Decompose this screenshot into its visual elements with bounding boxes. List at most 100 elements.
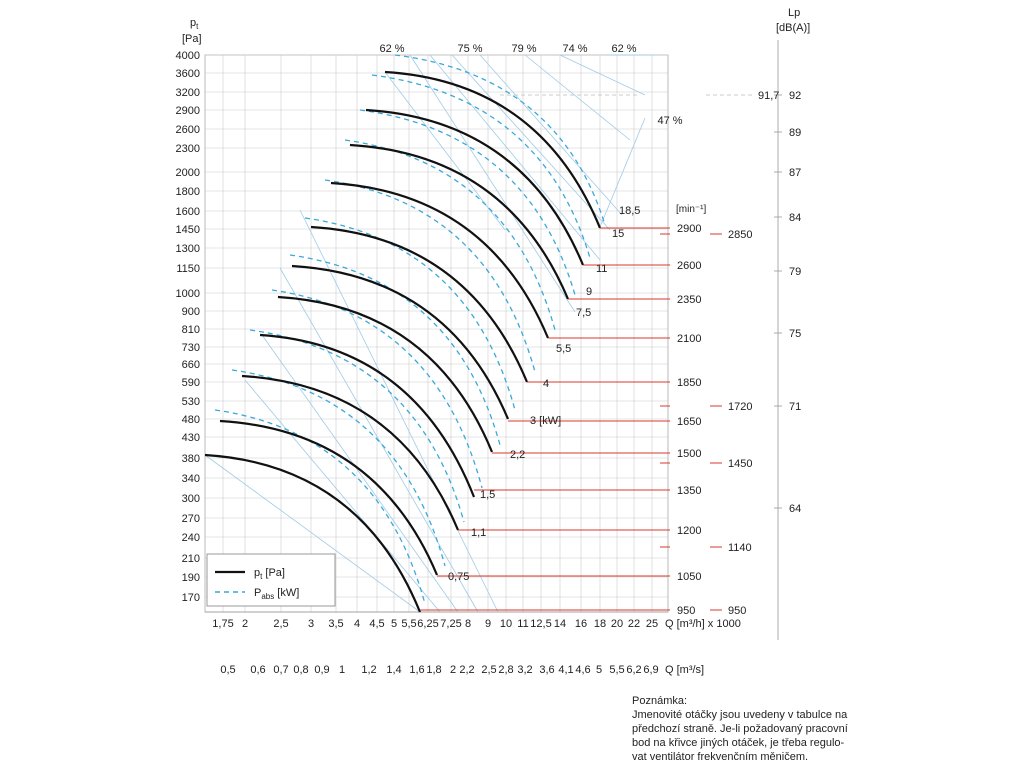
y-tick-label: 480 <box>182 414 200 426</box>
y-tick-label: 2600 <box>176 124 200 136</box>
power-label: 4 <box>543 378 549 390</box>
x-tick-label-flow-s: 1,2 <box>361 664 376 676</box>
lp-tick-label: 84 <box>789 212 801 224</box>
power-curve <box>231 369 446 567</box>
x-tick-label-flow: 2 <box>242 618 248 630</box>
y-tick-label: 300 <box>182 493 200 505</box>
x-tick-label-flow-s: 2,5 <box>481 664 496 676</box>
note-line: Jmenovité otáčky jsou uvedeny v tabulce … <box>632 709 848 721</box>
x-tick-label-flow-s: 1,6 <box>409 664 424 676</box>
power-label: 0,75 <box>448 571 469 583</box>
efficiency-line <box>261 334 459 613</box>
efficiency-line <box>204 454 421 613</box>
efficiency-label: 47 % <box>657 115 682 127</box>
pressure-curve <box>310 225 529 383</box>
efficiency-line <box>524 54 631 141</box>
x-tick-label-flow: 1,75 <box>212 618 233 630</box>
svg-text:[dB(A)]: [dB(A)] <box>776 22 810 34</box>
legend: pt [Pa] Pabs [kW] <box>206 553 336 607</box>
lp-tick-label: 92 <box>789 90 801 102</box>
efficiency-line <box>479 54 623 216</box>
speed-label-other: 1720 <box>728 401 752 413</box>
efficiency-label: 74 % <box>562 43 587 55</box>
y-tick-label: 660 <box>182 359 200 371</box>
x-axis-label-flow-s: Q [m³/s] <box>665 664 704 676</box>
power-curve <box>371 74 591 259</box>
x-tick-label-flow-s: 0,9 <box>314 664 329 676</box>
x-tick-label-flow-s: 1 <box>339 664 345 676</box>
efficiency-line <box>451 54 611 231</box>
x-tick-label-flow: 8 <box>465 618 471 630</box>
y-tick-label: 3200 <box>176 87 200 99</box>
speed-label: 950 <box>677 605 695 617</box>
x-tick-label-flow: 10 <box>500 618 512 630</box>
x-tick-label-flow: 6,25 <box>417 618 438 630</box>
pressure-curve <box>204 453 422 613</box>
x-tick-label-flow: 3,5 <box>328 618 343 630</box>
y-tick-label: 1150 <box>176 263 200 275</box>
efficiency-line <box>409 54 576 313</box>
power-label: 11 <box>596 263 607 275</box>
speed-label: 1200 <box>677 525 701 537</box>
efficiency-line <box>299 209 499 613</box>
x-tick-label-flow: 18 <box>594 618 606 630</box>
x-tick-label-flow-s: 5 <box>596 664 602 676</box>
x-axis-label-flow: Q [m³/h] x 1000 <box>665 618 741 630</box>
lp-tick-label: 89 <box>789 127 801 139</box>
pressure-curve <box>330 181 550 339</box>
power-label: 9 <box>586 286 592 298</box>
y-tick-label: 270 <box>182 513 200 525</box>
x-tick-label-flow: 20 <box>611 618 623 630</box>
legend-pabs-label: Pabs [kW] <box>254 587 299 601</box>
efficiency-line <box>559 54 646 96</box>
svg-text:Lp: Lp <box>788 7 800 19</box>
x-tick-label-flow: 5,5 <box>401 618 416 630</box>
speed-label: 1850 <box>677 377 701 389</box>
power-label: 18,5 <box>619 205 640 217</box>
efficiency-label: 79 % <box>511 43 536 55</box>
speed-label: 1650 <box>677 416 701 428</box>
efficiency-line <box>429 54 601 261</box>
x-tick-label-flow-s: 0,6 <box>250 664 265 676</box>
efficiency-label: 62 % <box>379 43 404 55</box>
y-tick-label: 1800 <box>176 186 200 198</box>
speed-label-other: 950 <box>728 605 746 617</box>
power-label: 1,5 <box>480 489 495 501</box>
x-tick-label-flow: 14 <box>554 618 566 630</box>
y-tick-label: 380 <box>182 453 200 465</box>
power-curves <box>214 54 606 605</box>
speed-label: 1500 <box>677 448 701 460</box>
efficiency-label: 75 % <box>457 43 482 55</box>
speed-lines <box>420 227 722 611</box>
power-curve <box>249 329 465 523</box>
lp-axis-title: Lp [dB(A)] <box>776 7 810 34</box>
legend-pt-label: pt [Pa] <box>254 567 285 581</box>
speed-label-other: 1140 <box>728 542 752 554</box>
lp-marker-label: 91,7 <box>758 90 779 102</box>
pressure-curve <box>365 108 585 266</box>
lp-tick-label: 64 <box>789 503 801 515</box>
speed-label: 2900 <box>677 223 701 235</box>
x-tick-label-flow: 12,5 <box>530 618 551 630</box>
x-tick-label-flow: 11 <box>517 618 528 630</box>
y-tick-label: 1000 <box>176 288 200 300</box>
y-tick-label: 430 <box>182 432 200 444</box>
y-tick-label: 170 <box>182 592 200 604</box>
x-tick-label-flow-s: 4,6 <box>575 664 590 676</box>
pressure-curve <box>291 264 510 420</box>
y-tick-label: 810 <box>182 324 200 336</box>
x-tick-label-flow-s: 3,6 <box>539 664 554 676</box>
speed-label-other: 1450 <box>728 458 752 470</box>
diagonal-lines <box>204 54 655 613</box>
y-tick-label: 4000 <box>176 50 200 62</box>
x-tick-label-flow-s: 2 <box>450 664 456 676</box>
y-tick-label: 2900 <box>176 105 200 117</box>
svg-text:[Pa]: [Pa] <box>182 33 202 45</box>
power-curve <box>394 54 606 226</box>
x-tick-label-flow-s: 5,5 <box>609 664 624 676</box>
lp-tick-label: 71 <box>789 401 801 413</box>
y-tick-label: 1600 <box>176 206 200 218</box>
svg-text:pt: pt <box>190 17 199 31</box>
power-curve <box>289 254 501 446</box>
power-label: 2,2 <box>510 449 525 461</box>
